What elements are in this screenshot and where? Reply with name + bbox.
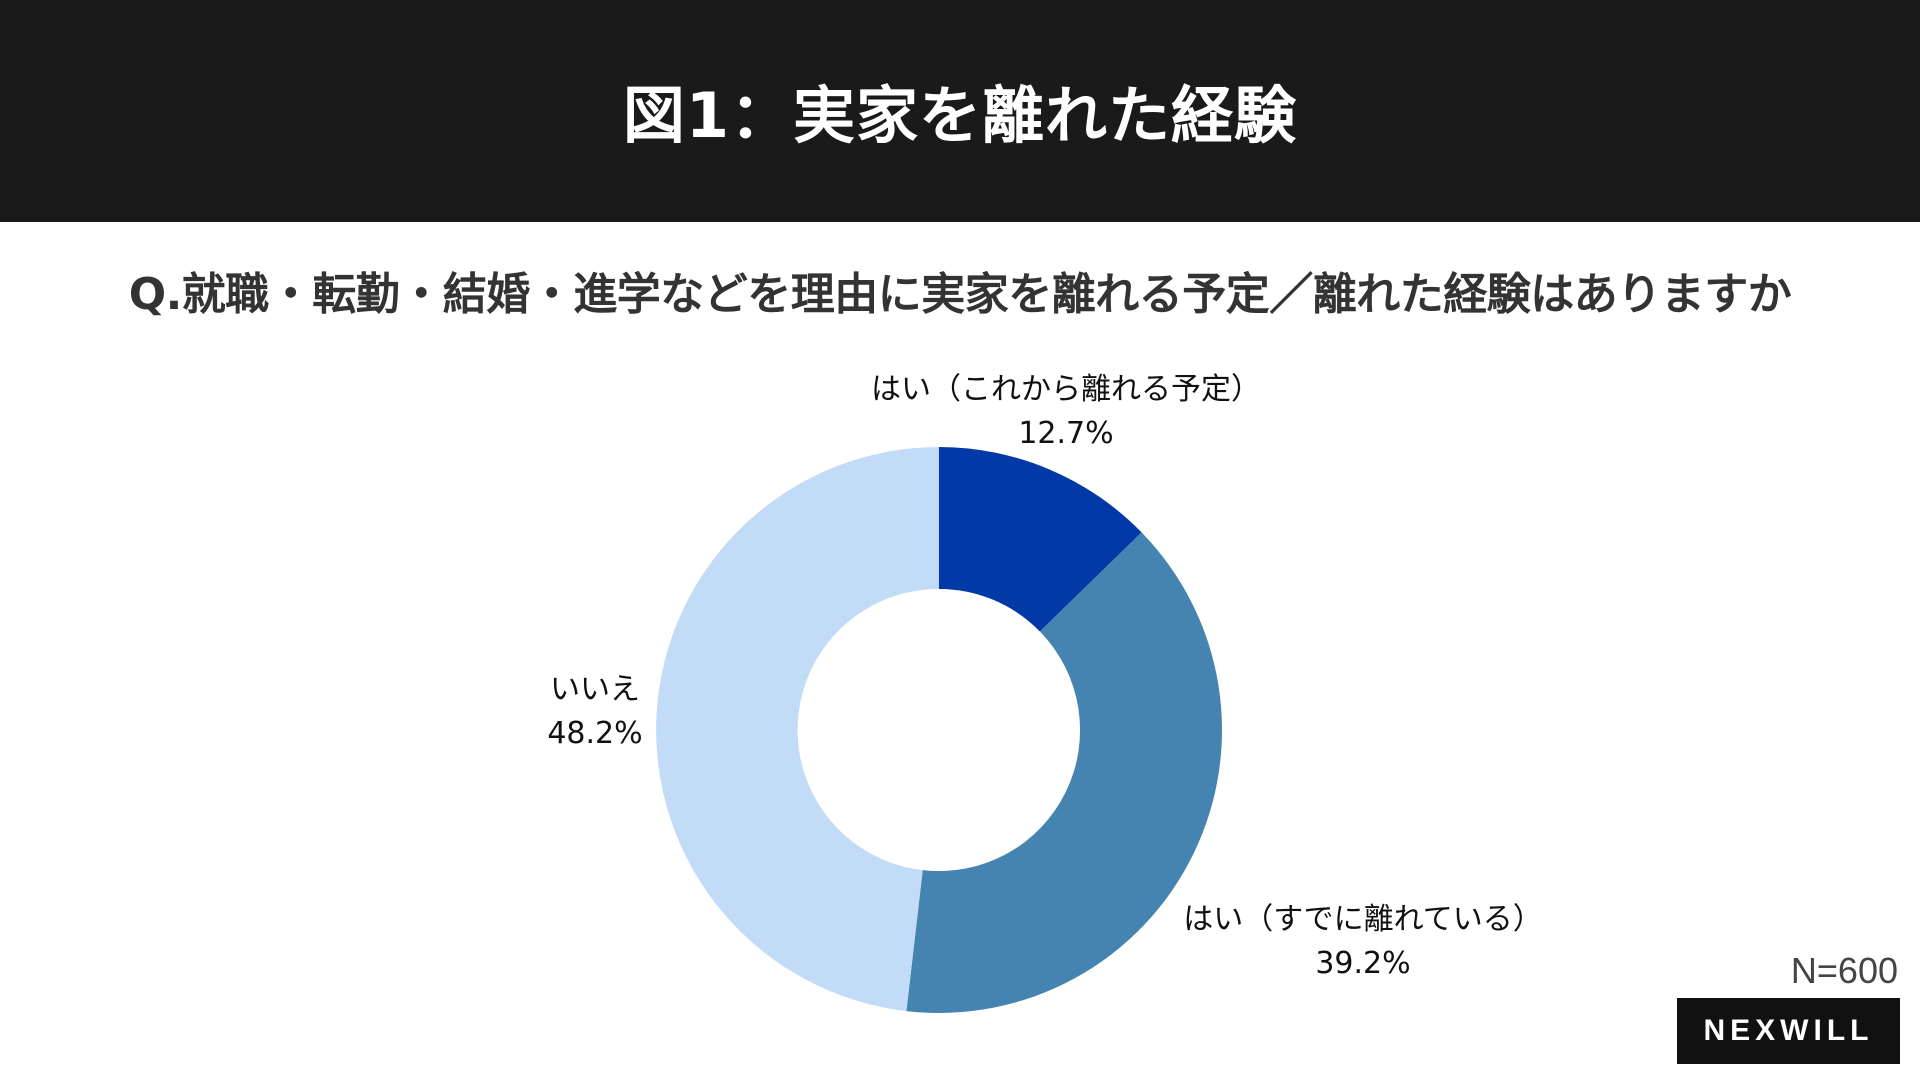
label-planned-value: 12.7% bbox=[1018, 416, 1114, 451]
label-already-name: はい（すでに離れている） bbox=[1183, 902, 1543, 937]
label-already-value: 39.2% bbox=[1315, 946, 1411, 981]
sample-size: N=600 bbox=[1790, 950, 1898, 991]
slice-no bbox=[656, 447, 939, 1012]
slice-planned bbox=[939, 447, 1142, 632]
label-planned: はい（これから離れる予定） 12.7% bbox=[871, 368, 1261, 456]
label-planned-name: はい（これから離れる予定） bbox=[871, 372, 1261, 407]
label-no-name: いいえ bbox=[550, 672, 640, 707]
label-already: はい（すでに離れている） 39.2% bbox=[1183, 898, 1542, 986]
label-no: いいえ 48.2% bbox=[547, 668, 642, 756]
survey-question: Q.就職・転勤・結婚・進学などを理由に実家を離れる予定／離れた経験はありますか bbox=[128, 269, 1792, 320]
page-title: 図1：実家を離れた経験 bbox=[622, 79, 1298, 152]
slice-already bbox=[906, 532, 1222, 1013]
label-no-value: 48.2% bbox=[547, 716, 643, 751]
header-bar: 図1：実家を離れた経験 bbox=[0, 0, 1920, 222]
brand-logo: NEXWILL bbox=[1677, 998, 1900, 1064]
